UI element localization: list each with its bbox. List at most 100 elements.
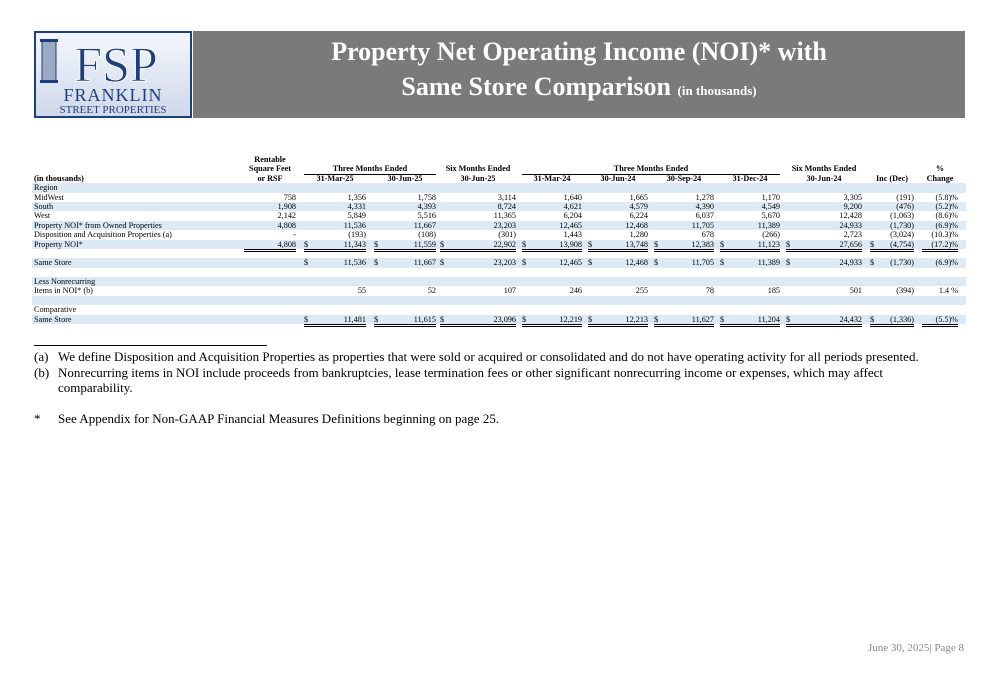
footnote-b-mark: (b) (34, 364, 50, 380)
row-label: Items in NOI* (b) (34, 286, 93, 296)
header-group-6m-2025: Six Months Ended (445, 164, 511, 174)
dollar-sign: $ (786, 258, 791, 268)
table-cell: 12,383 (654, 240, 714, 252)
dollar-sign: $ (374, 239, 379, 249)
table-cell: 11,365 (493, 211, 516, 221)
table-header-row-3: (in thousands) or RSF 31-Mar-25 30-Jun-2… (32, 173, 966, 185)
header-pct-top: % (935, 164, 945, 174)
table-cell: 12,468 (625, 220, 648, 230)
table-cell: 4,808 (244, 240, 296, 252)
table-cell: 24,933 (839, 220, 862, 230)
table-cell: 23,096 (440, 315, 516, 328)
dollar-sign: $ (440, 239, 445, 249)
table-cell: 11,627 (654, 315, 714, 328)
table-cell: 4,808 (277, 220, 296, 230)
header-label: (in thousands) (34, 173, 84, 183)
table-cell: 11,389 (757, 220, 780, 230)
table-cell: 11,204 (720, 315, 780, 328)
table-cell: (17.2)% (922, 240, 958, 252)
footnote-star-text: See Appendix for Non-GAAP Financial Meas… (58, 410, 500, 426)
header-group-3m-2025: Three Months Ended (304, 164, 436, 175)
table-cell: 2,142 (277, 211, 296, 221)
row-label: Comparative (34, 305, 77, 315)
table-cell: 4,393 (417, 201, 436, 211)
table-cell: (5.5)% (922, 315, 958, 328)
table-cell: 11,389 (757, 258, 780, 268)
table-cell: 8,724 (497, 201, 516, 211)
table-cell: 4,390 (695, 201, 714, 211)
table-cell: (1,063) (890, 211, 914, 221)
table-cell: 22,902 (440, 240, 516, 252)
dollar-sign: $ (720, 314, 725, 324)
dollar-sign: $ (440, 258, 445, 268)
table-cell: 1,665 (629, 192, 648, 202)
footnote-a-mark: (a) (34, 349, 49, 364)
footnote-rule (34, 345, 267, 346)
table-cell: (476) (896, 201, 914, 211)
svg-text:FRANKLIN: FRANKLIN (63, 85, 162, 105)
table-cell: 1,278 (695, 192, 714, 202)
row-label: Less Nonrecurring (34, 277, 96, 287)
dollar-sign: $ (374, 258, 379, 268)
table-cell: 12,213 (588, 315, 648, 328)
table-cell: 4,621 (563, 201, 582, 211)
table-cell: (1,336) (870, 315, 914, 328)
dollar-sign: $ (522, 258, 527, 268)
table-cell: 11,667 (413, 220, 436, 230)
table-cell: 12,465 (559, 220, 582, 230)
table-cell: 24,933 (839, 258, 862, 268)
header-rsf-top: Rentable (254, 155, 286, 164)
table-cell: 27,656 (786, 240, 862, 252)
dollar-sign: $ (870, 258, 875, 268)
table-cell: (5.2)% (935, 201, 958, 211)
table-cell: 11,559 (374, 240, 436, 252)
table-cell: 11,667 (413, 258, 436, 268)
company-logo: FSP FRANKLIN STREET PROPERTIES (34, 31, 192, 118)
dollar-sign: $ (654, 314, 659, 324)
table-cell: 5,849 (347, 211, 366, 221)
dollar-sign: $ (654, 258, 659, 268)
table-row: Same Store 11,481 $11,615 $23,096 $12,219 $12… (32, 314, 966, 328)
table-cell: 1,758 (417, 192, 436, 202)
dollar-sign: $ (720, 239, 725, 249)
table-cell: (191) (896, 192, 914, 202)
fsp-logo-graphic: FSP FRANKLIN STREET PROPERTIES (40, 36, 167, 116)
dollar-sign: $ (522, 314, 527, 324)
table-row: MidWest 758 1,356 1,758 3,114 1,640 1,665 1,278… (32, 193, 966, 202)
page-footer: June 30, 2025| Page 8 (868, 642, 964, 654)
row-label: West (34, 211, 51, 221)
table-cell: 3,305 (843, 192, 862, 202)
table-row: Disposition and Acquisition Properties (… (32, 230, 966, 241)
title-banner: Property Net Operating Income (NOI)* wit… (193, 31, 965, 118)
table-body: Region MidWest 758 1,356 1,758 3,114 1,640 1,66… (32, 183, 966, 328)
table-row: Comparative (32, 305, 966, 314)
footnote-a: (a) We define Disposition and Acquisitio… (34, 349, 954, 365)
table-row: Property NOI* 4,808 11,343 $11,559 $22,902 $1… (32, 239, 966, 252)
dollar-sign: $ (786, 239, 791, 249)
dollar-sign: $ (304, 239, 309, 249)
dollar-sign: $ (588, 239, 593, 249)
table-cell: 9,200 (843, 201, 862, 211)
dollar-sign: $ (304, 314, 309, 324)
table-cell: 4,331 (347, 201, 366, 211)
row-label: Same Store (34, 258, 72, 268)
row-label: Same Store (34, 314, 72, 324)
row-label: Property NOI* from Owned Properties (34, 220, 162, 230)
table-cell: 4,579 (629, 201, 648, 211)
table-cell: 11,705 (691, 220, 714, 230)
table-cell: 11,536 (343, 258, 366, 268)
table-cell: 23,203 (493, 258, 516, 268)
row-label: Disposition and Acquisition Properties (… (34, 230, 172, 240)
table-cell: (1,730) (890, 258, 914, 268)
dollar-sign: $ (588, 314, 593, 324)
footnote-star: * See Appendix for Non-GAAP Financial Me… (34, 411, 954, 427)
page-title-line2: Same Store Comparison (in thousands) (193, 72, 965, 102)
table-header-row-2: Square Feet Three Months Ended Six Month… (32, 164, 966, 175)
table-cell: 1,908 (277, 201, 296, 211)
table-row: Items in NOI* (b) 55 52 107 246 255 78 185 501 (3… (32, 286, 966, 297)
dollar-sign: $ (588, 258, 593, 268)
table-cell: 5,516 (417, 211, 436, 221)
table-cell: 12,465 (559, 258, 582, 268)
table-cell: (6.9)% (935, 220, 958, 230)
header-group-6m-2024: Six Months Ended (791, 164, 857, 174)
